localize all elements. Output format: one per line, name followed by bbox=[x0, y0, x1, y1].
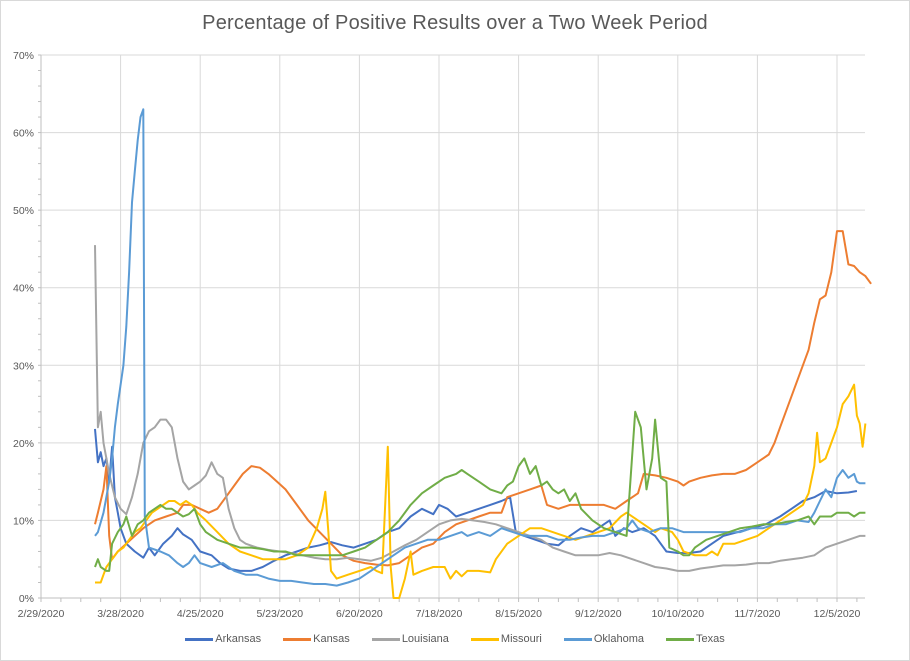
legend-label: Arkansas bbox=[215, 633, 262, 645]
axes bbox=[38, 54, 865, 602]
y-tick-label: 60% bbox=[13, 128, 34, 140]
legend-item-texas: Texas bbox=[666, 633, 725, 645]
series-layer bbox=[94, 108, 872, 599]
x-axis-labels: 2/29/2020 3/28/2020 4/25/2020 5/23/2020 6/20… bbox=[18, 608, 861, 620]
legend-swatch bbox=[470, 637, 499, 641]
x-tick-label: 8/15/2020 bbox=[495, 608, 542, 620]
legend-label: Kansas bbox=[313, 633, 350, 645]
legend-label: Louisiana bbox=[401, 633, 449, 645]
legend-swatch bbox=[666, 637, 694, 641]
series-line-arkansas bbox=[94, 428, 858, 572]
legend-swatch bbox=[563, 637, 592, 641]
legend: Arkansas Kansas Louisiana Missouri Oklahoma T… bbox=[0, 633, 910, 645]
y-tick-label: 70% bbox=[13, 50, 34, 62]
legend-swatch bbox=[185, 637, 214, 641]
x-tick-label: 6/20/2020 bbox=[336, 608, 383, 620]
legend-label: Oklahoma bbox=[593, 633, 644, 645]
legend-swatch bbox=[371, 637, 400, 641]
y-axis-labels: 0% 10% 20% 30% 40% 50% 60% 70% bbox=[13, 50, 34, 605]
legend-item-oklahoma: Oklahoma bbox=[563, 633, 644, 645]
x-tick-label: 12/5/2020 bbox=[814, 608, 861, 620]
series-line-oklahoma bbox=[94, 108, 866, 587]
legend-label: Texas bbox=[696, 633, 725, 645]
y-tick-label: 0% bbox=[19, 593, 34, 605]
x-tick-label: 5/23/2020 bbox=[256, 608, 303, 620]
legend-item-kansas: Kansas bbox=[283, 633, 350, 645]
x-tick-label: 7/18/2020 bbox=[416, 608, 463, 620]
x-tick-label: 3/28/2020 bbox=[97, 608, 144, 620]
x-tick-label: 2/29/2020 bbox=[18, 608, 65, 620]
legend-swatch bbox=[283, 637, 312, 641]
y-tick-label: 40% bbox=[13, 283, 34, 295]
series-line-kansas bbox=[94, 230, 872, 567]
series-line-texas bbox=[94, 410, 866, 572]
legend-label: Missouri bbox=[500, 633, 542, 645]
chart-title: Percentage of Positive Results over a Tw… bbox=[202, 12, 708, 34]
x-tick-label: 4/25/2020 bbox=[177, 608, 224, 620]
x-tick-label: 9/12/2020 bbox=[575, 608, 622, 620]
y-tick-label: 30% bbox=[13, 360, 34, 372]
y-tick-label: 20% bbox=[13, 438, 34, 450]
series-line-missouri bbox=[95, 383, 867, 599]
x-tick-label: 11/7/2020 bbox=[734, 608, 780, 620]
y-tick-label: 10% bbox=[13, 515, 34, 527]
legend-item-louisiana: Louisiana bbox=[371, 633, 449, 645]
legend-item-missouri: Missouri bbox=[470, 633, 542, 645]
y-tick-label: 50% bbox=[13, 205, 34, 217]
x-tick-label: 10/10/2020 bbox=[652, 608, 705, 620]
legend-item-arkansas: Arkansas bbox=[185, 633, 261, 645]
series-line-louisiana bbox=[94, 245, 866, 572]
